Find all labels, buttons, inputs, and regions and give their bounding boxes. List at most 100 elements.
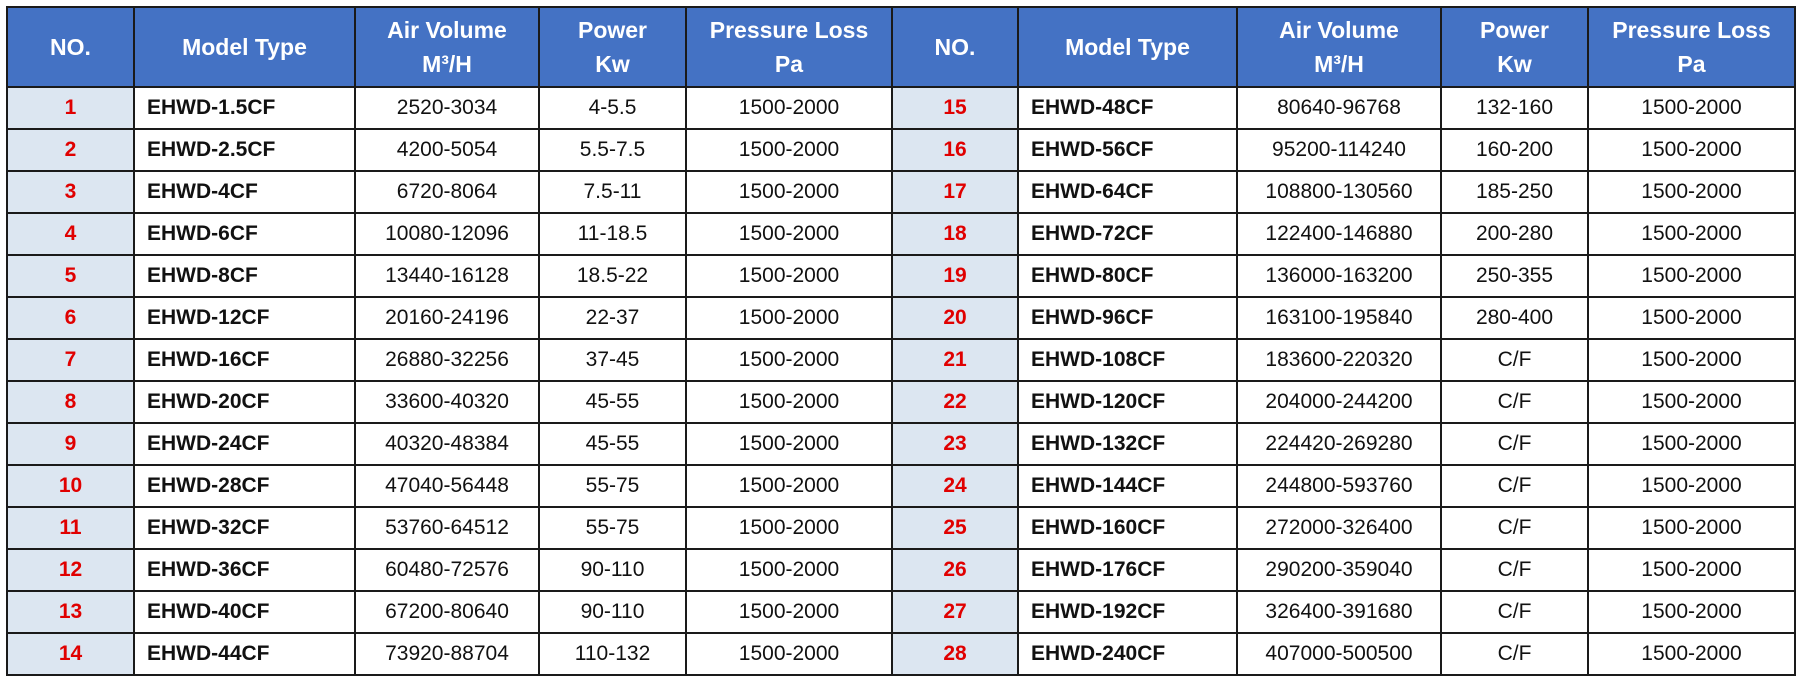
header-unit: Pa [774,51,804,77]
model-type: EHWD-40CF [133,590,356,634]
cell: 11-18.5 [538,212,687,256]
cell: 1500-2000 [1587,254,1796,298]
header-unit: Kw [1497,51,1532,77]
row-number: 27 [891,590,1019,634]
cell: C/F [1440,590,1589,634]
model-type: EHWD-192CF [1017,590,1238,634]
cell: 1500-2000 [685,254,893,298]
table-row: 5 EHWD-8CF 13440-16128 18.5-22 1500-2000 19 EH… [6,254,1796,298]
cell: 7.5-11 [538,170,687,214]
cell: 132-160 [1440,86,1589,130]
model-type: EHWD-80CF [1017,254,1238,298]
model-type: EHWD-108CF [1017,338,1238,382]
header-unit: Kw [595,51,630,77]
row-number: 15 [891,86,1019,130]
row-number: 18 [891,212,1019,256]
cell: 1500-2000 [1587,170,1796,214]
row-number: 9 [6,422,135,466]
cell: 20160-24196 [354,296,540,340]
row-number: 12 [6,548,135,592]
cell: 244800-593760 [1236,464,1442,508]
cell: 47040-56448 [354,464,540,508]
header-cell: NO. [6,6,135,88]
header-line: Model Type [182,34,307,60]
header-line: NO. [50,34,91,60]
header-unit: Pa [1677,51,1706,77]
cell: C/F [1440,632,1589,676]
cell: 1500-2000 [1587,338,1796,382]
table-row: 2 EHWD-2.5CF 4200-5054 5.5-7.5 1500-2000 16 EH… [6,128,1796,172]
model-type: EHWD-48CF [1017,86,1238,130]
model-type: EHWD-2.5CF [133,128,356,172]
cell: 45-55 [538,380,687,424]
cell: 2520-3034 [354,86,540,130]
cell: 272000-326400 [1236,506,1442,550]
cell: 1500-2000 [685,632,893,676]
table-row: 3 EHWD-4CF 6720-8064 7.5-11 1500-2000 17 EHWD-… [6,170,1796,214]
cell: 33600-40320 [354,380,540,424]
cell: 160-200 [1440,128,1589,172]
header-line: Air Volume [1279,17,1399,43]
header-line: Power [1479,17,1550,43]
cell: C/F [1440,506,1589,550]
row-number: 25 [891,506,1019,550]
model-type: EHWD-16CF [133,338,356,382]
row-number: 3 [6,170,135,214]
row-number: 7 [6,338,135,382]
cell: C/F [1440,422,1589,466]
cell: 1500-2000 [685,380,893,424]
row-number: 28 [891,632,1019,676]
cell: 90-110 [538,548,687,592]
cell: 18.5-22 [538,254,687,298]
header-line: Pressure Loss [709,17,869,43]
cell: 1500-2000 [1587,212,1796,256]
header-cell: Pressure Loss Pa [1587,6,1796,88]
model-type: EHWD-8CF [133,254,356,298]
cell: 1500-2000 [1587,632,1796,676]
header-cell: Air Volume M³/H [354,6,540,88]
row-number: 4 [6,212,135,256]
header-line: Model Type [1065,34,1190,60]
table-row: 11 EHWD-32CF 53760-64512 55-75 1500-2000 25 EH… [6,506,1796,550]
row-number: 19 [891,254,1019,298]
row-number: 16 [891,128,1019,172]
cell: 90-110 [538,590,687,634]
header-cell: Air Volume M³/H [1236,6,1442,88]
table-row: 1 EHWD-1.5CF 2520-3034 4-5.5 1500-2000 15 EHWD… [6,86,1796,130]
cell: 204000-244200 [1236,380,1442,424]
header-unit: M³/H [1314,51,1364,77]
cell: 250-355 [1440,254,1589,298]
header-cell: Model Type [133,6,356,88]
model-type: EHWD-12CF [133,296,356,340]
model-type: EHWD-6CF [133,212,356,256]
cell: 60480-72576 [354,548,540,592]
model-type: EHWD-32CF [133,506,356,550]
cell: 1500-2000 [685,506,893,550]
model-type: EHWD-36CF [133,548,356,592]
header-row: NO. Model Type Air Volume M³/H Power Kw Pressu… [6,6,1796,88]
cell: 1500-2000 [1587,464,1796,508]
cell: 1500-2000 [685,590,893,634]
cell: 95200-114240 [1236,128,1442,172]
header-cell: NO. [891,6,1019,88]
header-line: Pressure Loss [1612,17,1771,43]
cell: 13440-16128 [354,254,540,298]
cell: 10080-12096 [354,212,540,256]
cell: 1500-2000 [1587,548,1796,592]
cell: 280-400 [1440,296,1589,340]
cell: 55-75 [538,464,687,508]
cell: 53760-64512 [354,506,540,550]
cell: 1500-2000 [685,296,893,340]
cell: 1500-2000 [685,212,893,256]
cell: 1500-2000 [685,422,893,466]
cell: 4-5.5 [538,86,687,130]
cell: 224420-269280 [1236,422,1442,466]
row-number: 10 [6,464,135,508]
cell: 1500-2000 [1587,128,1796,172]
row-number: 17 [891,170,1019,214]
cell: C/F [1440,464,1589,508]
cell: 122400-146880 [1236,212,1442,256]
table-row: 7 EHWD-16CF 26880-32256 37-45 1500-2000 21 EHW… [6,338,1796,382]
row-number: 5 [6,254,135,298]
